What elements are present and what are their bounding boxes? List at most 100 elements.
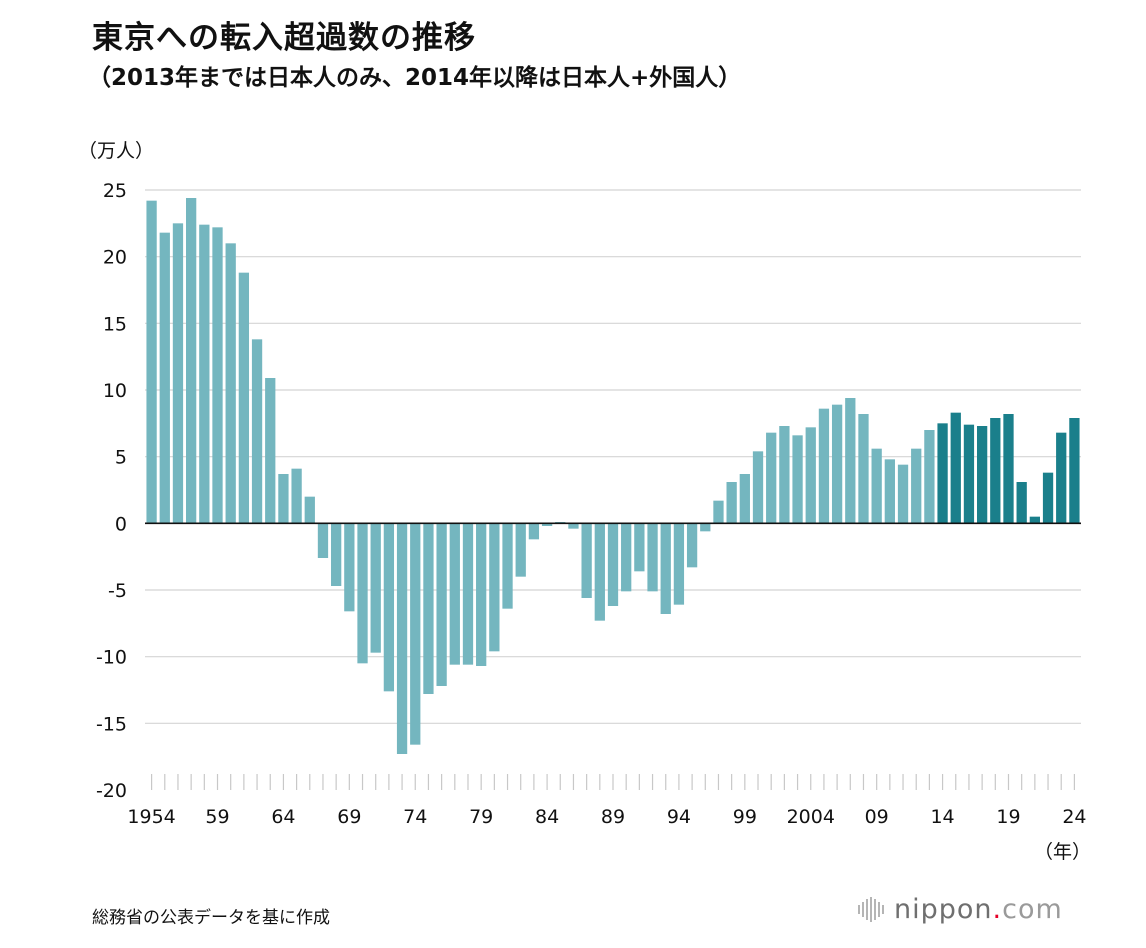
brand-text: nippon.com	[894, 894, 1063, 925]
bar	[436, 523, 447, 686]
bar	[568, 523, 579, 529]
bar	[818, 408, 830, 524]
bar	[950, 412, 961, 524]
y-tick-label: 5	[115, 447, 127, 469]
brand-main: nippon	[894, 893, 993, 925]
y-tick-label: 10	[103, 380, 127, 402]
nippon-com-logo: nippon.com	[856, 893, 1063, 925]
bar	[607, 523, 619, 606]
bar	[581, 523, 592, 598]
x-axis-unit-label: （年）	[1034, 841, 1091, 863]
bar	[251, 339, 263, 524]
bar	[396, 523, 408, 754]
bar	[476, 523, 487, 666]
chart-title: 東京への転入超過数の推移	[92, 20, 476, 56]
y-tick-label: 0	[115, 513, 127, 535]
bar	[647, 523, 658, 592]
x-tick-label: 64	[271, 806, 295, 828]
bar	[515, 523, 526, 577]
bar	[462, 523, 474, 665]
x-tick-label: 84	[535, 806, 559, 828]
y-tick-label: 15	[103, 313, 127, 335]
bar	[621, 523, 632, 592]
bar	[897, 464, 909, 524]
x-tick-label: 94	[667, 806, 691, 828]
bar	[1029, 516, 1041, 524]
bar	[502, 523, 513, 609]
y-axis-unit-label: （万人）	[78, 140, 154, 162]
x-tick-label: 2004	[787, 806, 835, 828]
bar	[541, 523, 553, 526]
bar	[924, 430, 935, 524]
bar	[660, 523, 671, 614]
bar	[185, 198, 197, 524]
y-tick-label: 20	[103, 247, 127, 269]
bar	[1003, 414, 1014, 524]
bar	[1016, 482, 1027, 524]
x-axis-minor-ticks	[150, 774, 1076, 790]
source-note: 総務省の公表データを基に作成	[92, 908, 330, 928]
bar	[871, 448, 882, 524]
bar	[370, 523, 381, 653]
bar	[990, 418, 1001, 524]
bar	[739, 474, 750, 524]
bar	[937, 423, 948, 524]
bar	[792, 435, 803, 524]
bar	[831, 404, 843, 524]
bar	[858, 414, 869, 524]
x-tick-label: 09	[865, 806, 889, 828]
brand-com: com	[1002, 893, 1063, 925]
x-tick-label: 69	[337, 806, 361, 828]
bar	[317, 523, 329, 558]
bar	[700, 523, 711, 532]
x-tick-label: 1954	[127, 806, 175, 828]
bar	[845, 398, 856, 524]
bar	[238, 272, 250, 524]
y-tick-label: -10	[96, 647, 127, 669]
chart-subtitle: （2013年までは日本人のみ、2014年以降は日本人+外国人）	[88, 65, 742, 91]
x-tick-label: 74	[403, 806, 427, 828]
bar	[225, 243, 236, 524]
y-tick-label: -20	[96, 780, 127, 802]
bar-chart: （万人） 25 20 15 10 5 0 -5 -10 -15 -20 1954 59 64 69 74 7…	[78, 140, 1091, 863]
bar	[594, 523, 605, 621]
bar	[528, 523, 540, 540]
x-tick-label: 99	[733, 806, 757, 828]
bar	[634, 523, 645, 572]
bar	[884, 459, 895, 524]
x-tick-label: 79	[469, 806, 493, 828]
bar	[423, 523, 434, 694]
bar	[911, 448, 922, 524]
bar	[212, 227, 223, 524]
bar	[752, 451, 764, 524]
brand-dot: .	[992, 893, 1003, 925]
y-tick-label: -15	[96, 713, 127, 735]
bar	[449, 523, 460, 665]
bar	[963, 424, 975, 524]
bar	[291, 468, 302, 524]
bar	[199, 224, 210, 524]
bar	[686, 523, 698, 568]
bar	[383, 523, 395, 692]
bar	[344, 523, 355, 612]
bar	[489, 523, 500, 652]
x-tick-label: 24	[1062, 806, 1086, 828]
bar	[766, 432, 777, 524]
bar	[726, 482, 737, 524]
bar	[779, 426, 790, 524]
bar	[172, 223, 184, 524]
bar	[976, 426, 988, 524]
x-tick-label: 14	[930, 806, 954, 828]
gridlines	[145, 189, 1081, 724]
bar	[673, 523, 685, 605]
bar	[331, 523, 342, 586]
x-tick-label: 89	[601, 806, 625, 828]
y-axis-ticks: 25 20 15 10 5 0 -5 -10 -15 -20	[96, 180, 127, 802]
bar	[304, 496, 315, 524]
bar	[278, 474, 289, 524]
bar	[357, 523, 368, 664]
bar	[410, 523, 421, 745]
bars	[146, 198, 1080, 754]
bar	[159, 232, 170, 524]
bar	[1069, 418, 1080, 524]
